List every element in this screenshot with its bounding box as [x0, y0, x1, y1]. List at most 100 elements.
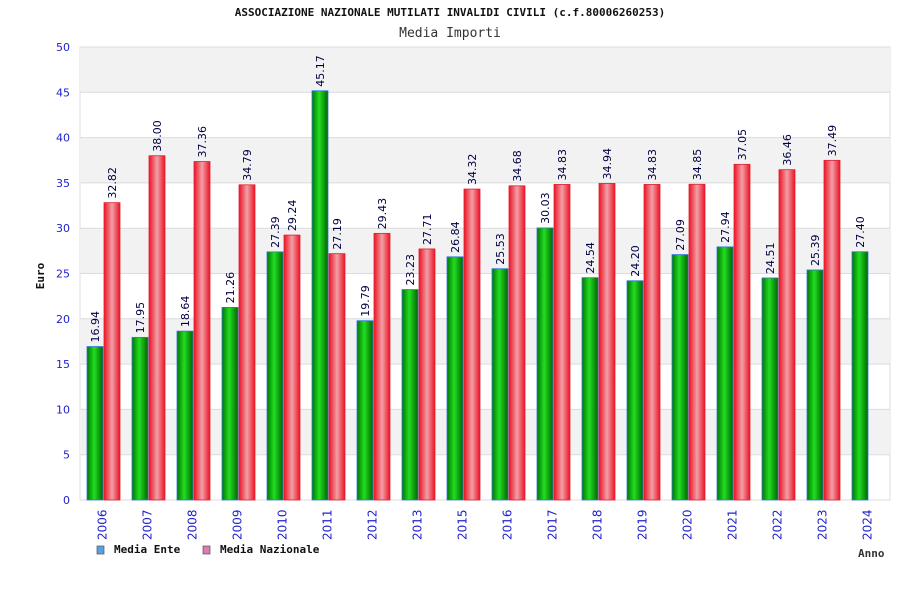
- data-label: 32.82: [106, 167, 119, 199]
- bar-media-ente: [581, 277, 599, 501]
- bar-media-nazionale: [418, 248, 436, 501]
- data-label: 16.94: [89, 311, 102, 343]
- bar-media-ente: [716, 246, 734, 501]
- data-label: 23.23: [404, 254, 417, 286]
- data-label: 18.64: [179, 296, 192, 328]
- legend-swatch-media-nazionale: [202, 545, 211, 555]
- legend: Media Ente Media Nazionale: [96, 543, 320, 556]
- data-label: 24.51: [764, 242, 777, 274]
- bar-media-nazionale: [508, 185, 526, 501]
- bar-media-ente: [221, 306, 239, 501]
- data-label: 19.79: [359, 285, 372, 317]
- y-tick-label: 30: [56, 222, 70, 235]
- data-label: 38.00: [151, 120, 164, 152]
- bar-media-nazionale: [283, 234, 301, 501]
- bar-media-ente: [851, 251, 869, 501]
- data-label: 30.03: [539, 192, 552, 224]
- x-tick-label: 2010: [276, 509, 290, 540]
- y-tick-label: 40: [56, 132, 70, 145]
- y-tick-label: 15: [56, 358, 70, 371]
- data-label: 34.79: [241, 149, 254, 181]
- x-tick-label: 2019: [636, 509, 650, 540]
- grid-band: [80, 318, 890, 365]
- bar-media-ente: [446, 256, 464, 501]
- grid-band: [80, 137, 890, 183]
- x-tick-label: 2008: [186, 509, 200, 540]
- x-tick-label: 2023: [816, 509, 830, 540]
- data-label: 21.26: [224, 272, 237, 304]
- bar-media-nazionale: [238, 184, 256, 501]
- bar-media-ente: [356, 320, 374, 501]
- data-label: 24.54: [584, 242, 597, 274]
- data-label: 27.09: [674, 219, 687, 251]
- bar-media-ente: [491, 268, 509, 501]
- x-tick-label: 2024: [861, 509, 875, 540]
- data-label: 25.53: [494, 233, 507, 265]
- data-label: 34.32: [466, 154, 479, 186]
- bar-media-nazionale: [598, 183, 616, 501]
- x-tick-label: 2007: [141, 509, 155, 540]
- legend-swatch-media-ente: [96, 545, 105, 555]
- legend-label-media-nazionale: Media Nazionale: [220, 543, 320, 556]
- data-label: 34.83: [556, 149, 569, 181]
- bar-media-nazionale: [463, 188, 481, 501]
- bar-media-ente: [536, 227, 554, 501]
- data-label: 34.68: [511, 150, 524, 182]
- data-label: 34.94: [601, 148, 614, 180]
- y-tick-label: 25: [56, 268, 70, 281]
- y-tick-label: 10: [56, 403, 70, 416]
- bar-media-nazionale: [373, 232, 391, 501]
- bar-media-ente: [401, 289, 419, 501]
- bar-media-nazionale: [148, 155, 166, 501]
- legend-label-media-ente: Media Ente: [114, 543, 181, 556]
- x-tick-label: 2018: [591, 509, 605, 540]
- x-tick-label: 2009: [231, 509, 245, 540]
- data-label: 29.24: [286, 200, 299, 232]
- x-tick-label: 2020: [681, 509, 695, 540]
- bar-media-ente: [761, 277, 779, 501]
- bar-media-ente: [266, 251, 284, 501]
- bar-media-nazionale: [103, 202, 121, 501]
- x-tick-label: 2017: [546, 509, 560, 540]
- x-tick-label: 2016: [501, 509, 515, 540]
- data-label: 34.83: [646, 149, 659, 181]
- data-label: 37.05: [736, 129, 749, 161]
- x-tick-label: 2012: [366, 509, 380, 540]
- data-label: 27.39: [269, 216, 282, 248]
- bar-media-ente: [806, 269, 824, 501]
- x-axis-label: Anno: [858, 547, 885, 560]
- grid-band: [80, 47, 890, 93]
- grid-band: [80, 228, 890, 274]
- data-label: 27.94: [719, 211, 732, 243]
- grid-band: [80, 409, 890, 455]
- bar-media-nazionale: [193, 161, 211, 501]
- data-label: 29.43: [376, 198, 389, 230]
- bar-media-ente: [86, 346, 104, 501]
- y-axis-label: Euro: [34, 262, 47, 289]
- bar-media-nazionale: [328, 253, 346, 501]
- data-label: 37.49: [826, 125, 839, 157]
- y-tick-label: 5: [63, 449, 70, 462]
- data-label: 34.85: [691, 149, 704, 181]
- bar-media-ente: [176, 330, 194, 501]
- y-tick-label: 0: [63, 494, 70, 507]
- y-tick-label: 50: [56, 41, 70, 54]
- bar-media-nazionale: [823, 159, 841, 501]
- chart-subtitle: Media Importi: [399, 26, 501, 41]
- y-tick-label: 45: [56, 86, 70, 99]
- bar-media-nazionale: [643, 184, 661, 501]
- x-tick-label: 2013: [411, 509, 425, 540]
- x-tick-label: 2015: [456, 509, 470, 540]
- data-label: 36.46: [781, 134, 794, 166]
- bar-media-nazionale: [688, 183, 706, 501]
- bar-media-ente: [311, 90, 329, 501]
- y-tick-label: 35: [56, 177, 70, 190]
- x-tick-label: 2022: [771, 509, 785, 540]
- bar-media-ente: [671, 254, 689, 501]
- data-label: 37.36: [196, 126, 209, 158]
- chart-title: ASSOCIAZIONE NAZIONALE MUTILATI INVALIDI…: [235, 6, 665, 19]
- x-tick-label: 2011: [321, 509, 335, 540]
- bar-media-nazionale: [778, 169, 796, 501]
- y-tick-label: 20: [56, 313, 70, 326]
